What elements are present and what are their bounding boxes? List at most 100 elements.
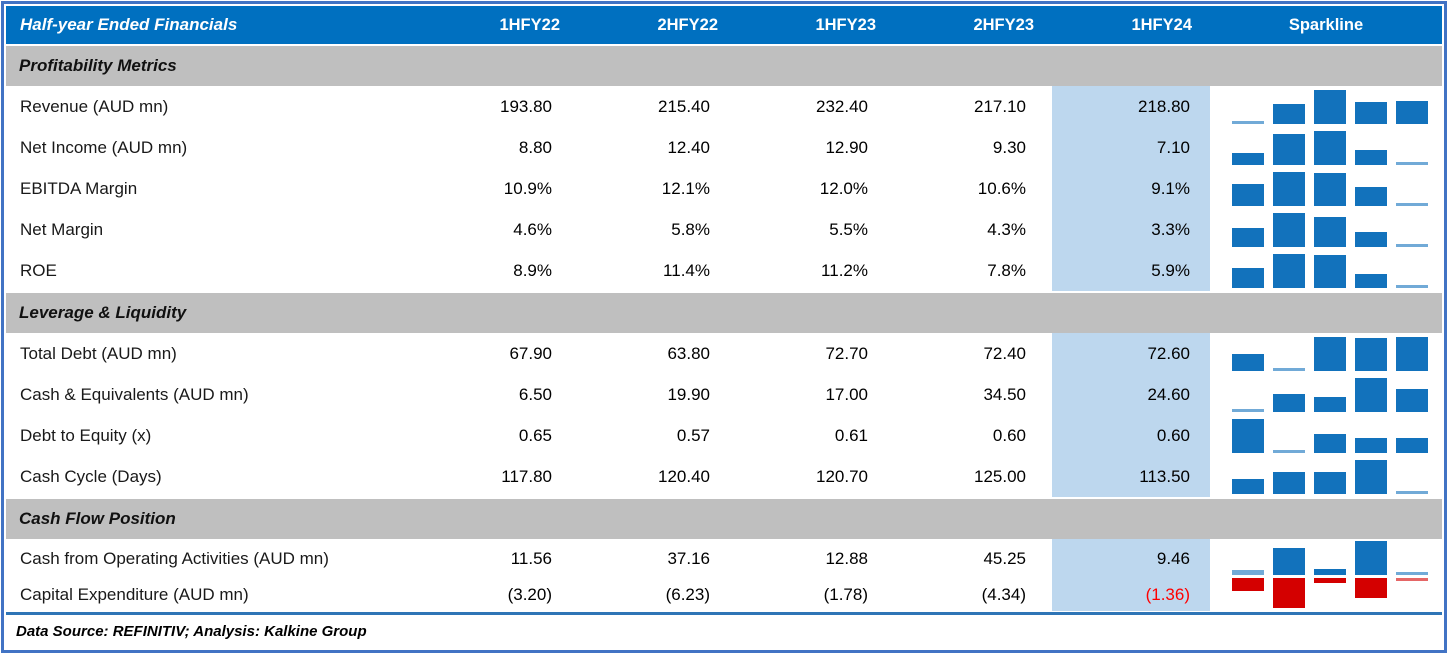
sparkline-cell <box>1210 415 1442 456</box>
sparkline-bar <box>1355 438 1387 453</box>
sparkline-cell <box>1210 333 1442 374</box>
sparkline-bar <box>1273 172 1305 206</box>
sparkline-bar <box>1232 268 1264 288</box>
value-cell-highlighted: 72.60 <box>1052 333 1210 374</box>
sparkline-bar <box>1396 337 1428 371</box>
value-cell: 11.4% <box>663 260 710 280</box>
sparkline-bar <box>1232 479 1264 494</box>
sparkline-bar <box>1314 472 1346 494</box>
row-label: Capital Expenditure (AUD mn) <box>20 584 249 604</box>
value-cell: 12.88 <box>825 548 868 568</box>
sparkline-bar <box>1273 254 1305 288</box>
sparkline-bar <box>1355 378 1387 412</box>
table-row-ebitda-margin: EBITDA Margin 10.9% 12.1% 12.0% 10.6% 9.… <box>6 168 1442 209</box>
data-source-note: Data Source: REFINITIV; Analysis: Kalkin… <box>16 623 367 640</box>
sparkline-cell <box>1210 578 1442 611</box>
sparkline-bar <box>1232 578 1264 591</box>
column-header-1hfy23: 1HFY23 <box>815 15 876 34</box>
value-cell: 72.70 <box>825 343 868 363</box>
value-cell: (6.23) <box>665 584 710 604</box>
value-cell-highlighted: 218.80 <box>1052 86 1210 127</box>
value-cell: 8.9% <box>513 260 552 280</box>
table-row-debt-to-equity: Debt to Equity (x) 0.65 0.57 0.61 0.60 0… <box>6 415 1442 456</box>
sparkline-bar <box>1232 419 1264 453</box>
value-cell-highlighted: 7.10 <box>1052 127 1210 168</box>
column-header-2hfy22: 2HFY22 <box>657 15 718 34</box>
value-cell: 193.80 <box>500 96 552 116</box>
value-cell: 217.10 <box>974 96 1026 116</box>
value-cell: 117.80 <box>501 466 552 486</box>
sparkline-bar <box>1232 228 1264 247</box>
row-label: Net Margin <box>20 219 104 239</box>
value-cell: 215.40 <box>658 96 710 116</box>
sparkline-bar <box>1314 131 1346 165</box>
value-cell: 12.90 <box>825 137 868 157</box>
sparkline-cell <box>1210 539 1442 578</box>
value-cell: 12.40 <box>667 137 710 157</box>
table-row-total-debt: Total Debt (AUD mn) 67.90 63.80 72.70 72… <box>6 333 1442 374</box>
value-cell-highlighted: 9.1% <box>1052 168 1210 209</box>
table-row-net-margin: Net Margin 4.6% 5.8% 5.5% 4.3% 3.3% <box>6 209 1442 250</box>
value-cell: 232.40 <box>816 96 868 116</box>
value-cell: 17.00 <box>825 384 868 404</box>
sparkline-cell <box>1210 209 1442 250</box>
table-row-capital-expenditure: Capital Expenditure (AUD mn) (3.20) (6.2… <box>6 578 1442 611</box>
value-cell-highlighted-negative: (1.36) <box>1052 578 1210 611</box>
section-label: Profitability Metrics <box>19 56 177 75</box>
sparkline-bar <box>1355 460 1387 494</box>
sparkline-bar <box>1355 102 1387 124</box>
value-cell: 11.2% <box>821 260 868 280</box>
row-label: Cash from Operating Activities (AUD mn) <box>20 548 329 568</box>
sparkline-bar <box>1273 134 1305 165</box>
value-cell: 0.61 <box>834 425 868 445</box>
sparkline-bar <box>1273 368 1305 371</box>
sparkline-bar <box>1355 232 1387 247</box>
sparkline-bar <box>1232 409 1264 412</box>
value-cell: (3.20) <box>507 584 552 604</box>
value-cell: 120.70 <box>816 466 868 486</box>
value-cell: 12.1% <box>661 178 710 198</box>
sparkline-cell <box>1210 168 1442 209</box>
sparkline-bar <box>1314 173 1346 206</box>
value-cell: (4.34) <box>981 584 1026 604</box>
value-cell: 0.65 <box>518 425 552 445</box>
table-row-cash-cycle: Cash Cycle (Days) 117.80 120.40 120.70 1… <box>6 456 1442 497</box>
sparkline-bar <box>1396 203 1428 206</box>
sparkline-bar <box>1232 121 1264 124</box>
value-cell: 7.8% <box>987 260 1026 280</box>
value-cell: 67.90 <box>509 343 552 363</box>
value-cell: 5.5% <box>829 219 868 239</box>
value-cell: 72.40 <box>983 343 1026 363</box>
row-label: Revenue (AUD mn) <box>20 96 169 116</box>
value-cell-highlighted: 0.60 <box>1052 415 1210 456</box>
value-cell-highlighted: 5.9% <box>1052 250 1210 291</box>
value-cell: 37.16 <box>667 548 710 568</box>
value-cell: 5.8% <box>671 219 710 239</box>
table-header-row: Half-year Ended Financials 1HFY22 2HFY22… <box>6 6 1442 44</box>
table-row-net-income: Net Income (AUD mn) 8.80 12.40 12.90 9.3… <box>6 127 1442 168</box>
column-header-2hfy23: 2HFY23 <box>973 15 1034 34</box>
row-label: Total Debt (AUD mn) <box>20 343 177 363</box>
section-band-profitability: Profitability Metrics <box>6 46 1442 86</box>
value-cell: 0.60 <box>992 425 1026 445</box>
table-row-operating-cash-flow: Cash from Operating Activities (AUD mn) … <box>6 539 1442 578</box>
footer: Data Source: REFINITIV; Analysis: Kalkin… <box>6 615 1442 648</box>
sparkline-bar <box>1396 578 1428 581</box>
sparkline-bar <box>1396 285 1428 288</box>
sparkline-bar <box>1396 572 1428 575</box>
sparkline-bar <box>1314 434 1346 453</box>
value-cell-highlighted: 113.50 <box>1052 456 1210 497</box>
value-cell: 125.00 <box>974 466 1026 486</box>
sparkline-cell <box>1210 86 1442 127</box>
sparkline-bar <box>1273 472 1305 494</box>
value-cell: 11.56 <box>510 548 552 568</box>
column-header-sparkline: Sparkline <box>1288 15 1364 34</box>
value-cell: 0.57 <box>676 425 710 445</box>
sparkline-bar <box>1314 569 1346 575</box>
column-header-1hfy24: 1HFY24 <box>1131 15 1192 34</box>
sparkline-bar <box>1314 255 1346 288</box>
value-cell-highlighted: 24.60 <box>1052 374 1210 415</box>
row-label: Debt to Equity (x) <box>20 425 152 445</box>
sparkline-bar <box>1273 104 1305 124</box>
